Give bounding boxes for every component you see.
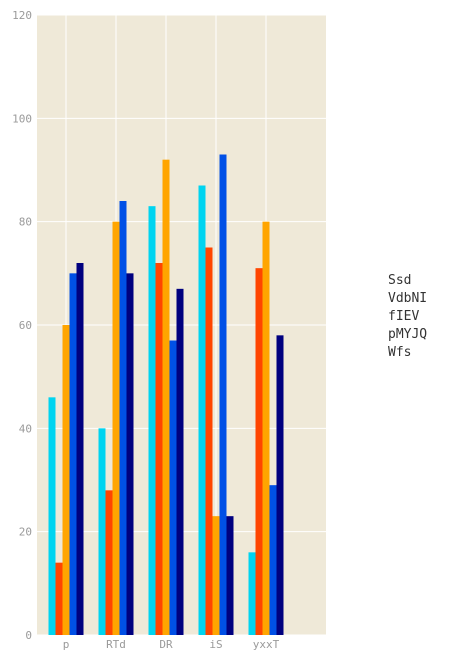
bar-Ssd-RTd <box>98 428 106 635</box>
bar-pMYJQ-iS <box>219 154 227 635</box>
bar-pMYJQ-DR <box>169 340 177 635</box>
bar-Ssd-p <box>48 397 56 635</box>
bar-Wfs-p <box>76 263 84 635</box>
x-tick-label: iS <box>209 638 222 651</box>
y-tick-label: 100 <box>12 112 32 125</box>
y-tick-label: 60 <box>19 319 32 332</box>
bar-Ssd-iS <box>198 185 206 635</box>
y-tick-label: 120 <box>12 9 32 22</box>
bar-VdbNI-iS <box>205 247 213 635</box>
legend-entry: Wfs <box>388 345 411 360</box>
bar-fIEV-yxxT <box>262 221 270 635</box>
legend-entry: fIEV <box>388 309 419 324</box>
bar-Wfs-DR <box>176 288 184 635</box>
x-axis-ticks: p RTd DR iS yxxT <box>63 638 280 651</box>
bar-pMYJQ-yxxT <box>269 485 277 635</box>
legend: Ssd VdbNI fIEV pMYJQ Wfs <box>388 273 427 360</box>
bar-VdbNI-RTd <box>105 490 113 635</box>
bar-fIEV-p <box>62 325 70 635</box>
bar-pMYJQ-p <box>69 273 77 635</box>
bar-Ssd-DR <box>148 206 156 635</box>
bar-VdbNI-p <box>55 562 63 635</box>
y-tick-label: 0 <box>25 629 32 642</box>
y-tick-label: 20 <box>19 526 32 539</box>
bar-Wfs-RTd <box>126 273 134 635</box>
bars <box>48 154 284 635</box>
x-tick-label: p <box>63 638 70 651</box>
x-tick-label: RTd <box>106 638 126 651</box>
bar-Wfs-iS <box>226 516 234 635</box>
bar-pMYJQ-RTd <box>119 201 127 635</box>
legend-entry: pMYJQ <box>388 327 427 342</box>
legend-entry: Ssd <box>388 273 411 288</box>
bar-fIEV-RTd <box>112 221 120 635</box>
bar-VdbNI-yxxT <box>255 268 263 635</box>
bar-VdbNI-DR <box>155 263 163 635</box>
y-tick-label: 40 <box>19 422 32 435</box>
bar-Ssd-yxxT <box>248 552 256 635</box>
legend-entry: VdbNI <box>388 291 427 306</box>
x-tick-label: DR <box>159 638 173 651</box>
bar-Wfs-yxxT <box>276 335 284 635</box>
y-axis-ticks: 0 20 40 60 80 100 120 <box>12 9 32 642</box>
y-tick-label: 80 <box>19 216 32 229</box>
bar-fIEV-iS <box>212 516 220 635</box>
bar-fIEV-DR <box>162 159 170 635</box>
x-tick-label: yxxT <box>253 638 280 651</box>
